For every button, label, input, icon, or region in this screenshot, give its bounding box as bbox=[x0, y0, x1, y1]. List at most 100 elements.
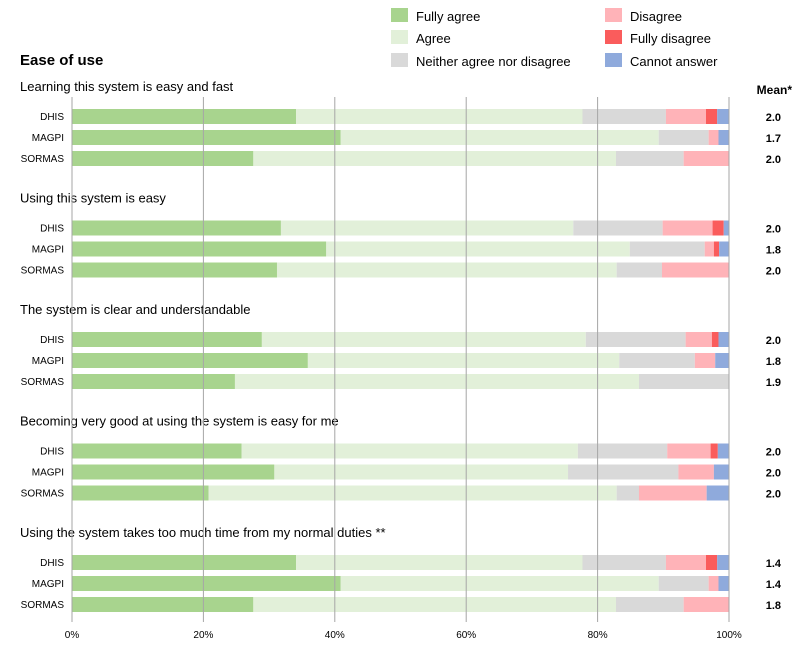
bar-segment-dhis-disagree bbox=[662, 220, 713, 236]
legend: Fully agree Agree Neither agree nor disagr… bbox=[391, 8, 718, 69]
bar-segment-magpi-fully-agree bbox=[72, 576, 341, 591]
bar-segment-dhis-neither-agree-nor-disagree bbox=[577, 443, 668, 459]
bar-label-dhis: DHIS bbox=[40, 558, 64, 569]
bar-segment-sormas-neither-agree-nor-disagree bbox=[616, 262, 662, 278]
bar-segment-magpi-cannot-answer bbox=[715, 353, 729, 368]
bar-segment-sormas-cannot-answer bbox=[706, 485, 729, 501]
bar-segment-sormas-agree bbox=[276, 262, 617, 278]
bar-segment-sormas-disagree bbox=[683, 597, 729, 612]
bar-segment-sormas-fully-agree bbox=[72, 262, 277, 278]
bar-segment-dhis-fully-disagree bbox=[712, 220, 724, 236]
mean-header: Mean* bbox=[757, 83, 793, 97]
bar-segment-sormas-neither-agree-nor-disagree bbox=[615, 151, 684, 166]
bar-label-sormas: SORMAS bbox=[21, 377, 65, 388]
mean-value: 2.0 bbox=[766, 112, 781, 124]
mean-value: 2.0 bbox=[766, 266, 781, 278]
bar-segment-dhis-fully-agree bbox=[72, 443, 242, 459]
bar-segment-sormas-neither-agree-nor-disagree bbox=[615, 597, 684, 612]
bar-segment-magpi-neither-agree-nor-disagree bbox=[619, 353, 695, 368]
bar-segment-magpi-fully-agree bbox=[72, 353, 308, 368]
bar-label-magpi: MAGPI bbox=[32, 245, 64, 256]
bar-segment-dhis-fully-disagree bbox=[706, 109, 718, 124]
bar-segment-dhis-fully-disagree bbox=[706, 555, 718, 570]
mean-value: 1.8 bbox=[766, 245, 781, 257]
mean-value: 1.4 bbox=[766, 558, 782, 570]
bar-segment-magpi-cannot-answer bbox=[713, 464, 729, 480]
bar-segment-magpi-agree bbox=[340, 576, 659, 591]
bar-segment-sormas-disagree bbox=[683, 151, 729, 166]
bar-segment-dhis-neither-agree-nor-disagree bbox=[585, 332, 686, 347]
question-group: Using this system is easy DHIS 2.0 MAGPI 1.8… bbox=[20, 191, 781, 278]
bar-segment-dhis-cannot-answer bbox=[717, 109, 729, 124]
question-label: The system is clear and understandable bbox=[20, 302, 251, 317]
legend-label-fully-agree: Fully agree bbox=[416, 9, 480, 24]
legend-swatch-agree bbox=[391, 30, 408, 44]
bar-segment-dhis-fully-agree bbox=[72, 555, 297, 570]
mean-value: 1.4 bbox=[766, 579, 782, 591]
x-tick-label: 80% bbox=[588, 630, 608, 641]
bar-segment-dhis-neither-agree-nor-disagree bbox=[582, 555, 666, 570]
bar-label-dhis: DHIS bbox=[40, 112, 64, 123]
bar-segment-dhis-neither-agree-nor-disagree bbox=[573, 220, 663, 236]
bar-segment-sormas-agree bbox=[234, 374, 639, 389]
bar-segment-magpi-neither-agree-nor-disagree bbox=[658, 576, 709, 591]
bar-segment-dhis-agree bbox=[261, 332, 586, 347]
bar-segment-magpi-fully-agree bbox=[72, 464, 275, 480]
mean-value: 2.0 bbox=[766, 335, 781, 347]
bar-segment-sormas-neither-agree-nor-disagree bbox=[616, 485, 639, 501]
bar-segment-dhis-disagree bbox=[667, 443, 711, 459]
mean-value: 1.9 bbox=[766, 377, 781, 389]
bar-segment-sormas-disagree bbox=[638, 485, 707, 501]
bar-label-magpi: MAGPI bbox=[32, 356, 64, 367]
x-tick-label: 0% bbox=[65, 630, 80, 641]
bar-segment-dhis-cannot-answer bbox=[717, 555, 729, 570]
legend-label-neither-agree-nor-disagree: Neither agree nor disagree bbox=[416, 54, 571, 69]
question-group: Learning this system is easy and fast DHI… bbox=[20, 79, 781, 166]
question-group: Becoming very good at using the system i… bbox=[20, 414, 781, 501]
bar-segment-magpi-fully-agree bbox=[72, 130, 341, 145]
bar-segment-magpi-agree bbox=[340, 130, 659, 145]
legend-label-fully-disagree: Fully disagree bbox=[630, 31, 711, 46]
question-label: Using the system takes too much time fro… bbox=[20, 525, 386, 540]
bar-segment-dhis-neither-agree-nor-disagree bbox=[582, 109, 666, 124]
x-tick-label: 40% bbox=[325, 630, 345, 641]
mean-value: 2.0 bbox=[766, 224, 781, 236]
bar-segment-sormas-fully-agree bbox=[72, 597, 254, 612]
bar-segment-dhis-disagree bbox=[665, 555, 707, 570]
bar-segment-magpi-cannot-answer bbox=[718, 576, 729, 591]
bar-segment-magpi-disagree bbox=[704, 241, 714, 257]
bar-label-dhis: DHIS bbox=[40, 447, 64, 458]
legend-swatch-disagree bbox=[605, 8, 622, 22]
x-tick-label: 60% bbox=[456, 630, 476, 641]
bar-segment-dhis-agree bbox=[296, 555, 583, 570]
bar-segment-dhis-fully-agree bbox=[72, 332, 262, 347]
bar-label-sormas: SORMAS bbox=[21, 489, 65, 500]
x-axis: 0% 20% 40% 60% 80% 100% bbox=[65, 630, 742, 641]
legend-swatch-fully-agree bbox=[391, 8, 408, 22]
bar-segment-dhis-disagree bbox=[665, 109, 707, 124]
bar-segment-sormas-neither-agree-nor-disagree bbox=[638, 374, 729, 389]
bar-segment-magpi-agree bbox=[274, 464, 569, 480]
legend-swatch-cannot-answer bbox=[605, 53, 622, 67]
bar-segment-magpi-neither-agree-nor-disagree bbox=[568, 464, 679, 480]
question-group: Using the system takes too much time fro… bbox=[20, 525, 782, 612]
legend-swatch-fully-disagree bbox=[605, 30, 622, 44]
x-tick-label: 20% bbox=[193, 630, 213, 641]
chart-title: Ease of use bbox=[20, 52, 103, 69]
bar-label-sormas: SORMAS bbox=[21, 600, 65, 611]
bar-segment-magpi-disagree bbox=[678, 464, 714, 480]
bar-segment-dhis-agree bbox=[241, 443, 578, 459]
question-label: Learning this system is easy and fast bbox=[20, 79, 234, 94]
bar-label-magpi: MAGPI bbox=[32, 133, 64, 144]
bar-segment-magpi-agree bbox=[307, 353, 620, 368]
bar-segment-dhis-fully-disagree bbox=[711, 332, 719, 347]
bar-segment-magpi-disagree bbox=[708, 576, 719, 591]
question-group: The system is clear and understandable DH… bbox=[20, 302, 781, 389]
bar-segment-sormas-disagree bbox=[661, 262, 729, 278]
bar-segment-magpi-fully-agree bbox=[72, 241, 327, 257]
bar-segment-magpi-cannot-answer bbox=[718, 130, 729, 145]
mean-value: 1.8 bbox=[766, 356, 781, 368]
bar-label-dhis: DHIS bbox=[40, 224, 64, 235]
bar-segment-magpi-fully-disagree bbox=[713, 241, 720, 257]
